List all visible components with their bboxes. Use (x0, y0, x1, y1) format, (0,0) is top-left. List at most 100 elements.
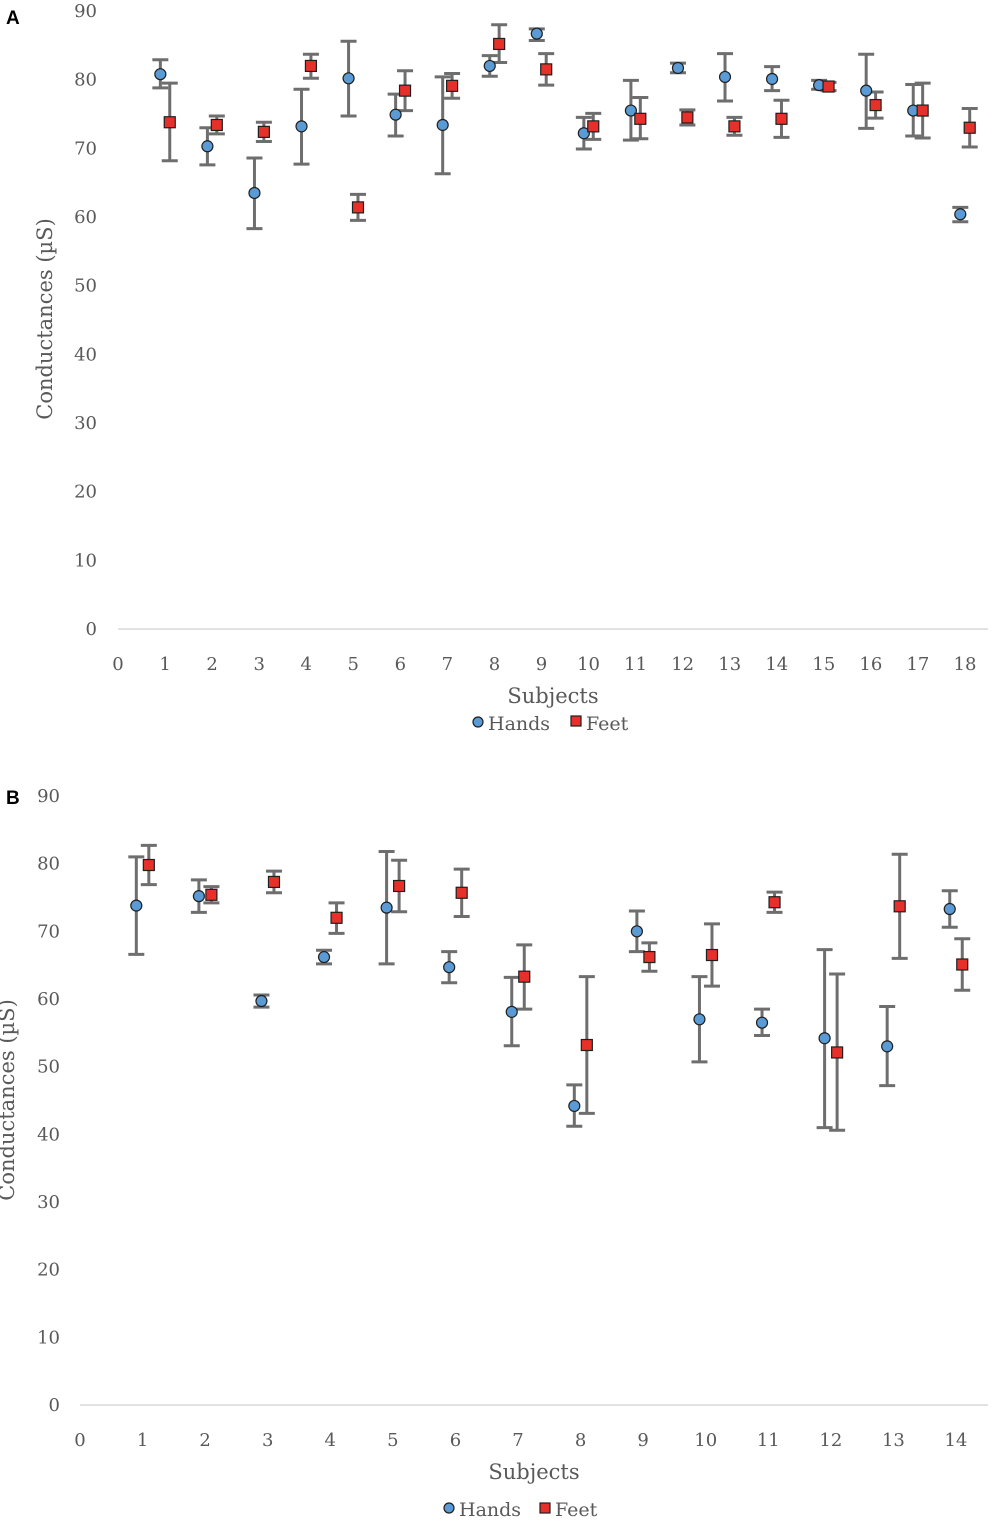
x-tick-label: 5 (348, 654, 359, 675)
x-tick-label: 4 (300, 654, 311, 675)
y-tick-label: 90 (74, 1, 97, 22)
point-hands (255, 994, 268, 1008)
y-axis-title-b: Conductances (µS) (0, 999, 19, 1201)
y-tick-labels-a: 0 10 20 30 40 50 60 70 80 90 (74, 1, 97, 640)
x-tick-label: 17 (906, 654, 929, 675)
legend-b: Hands Feet (443, 1499, 598, 1521)
point-hands (201, 140, 214, 153)
x-tick-label: 11 (757, 1430, 780, 1451)
y-tick-label: 20 (37, 1260, 60, 1281)
y-tick-label: 80 (37, 854, 60, 875)
point-hands (389, 108, 402, 121)
y-tick-label: 60 (37, 989, 60, 1010)
y-tick-labels-b: 0 10 20 30 40 50 60 70 80 90 (37, 786, 60, 1416)
point-feet (634, 112, 647, 125)
x-tick-label: 1 (159, 654, 170, 675)
point-feet (455, 886, 468, 899)
y-tick-label: 90 (37, 786, 60, 807)
point-hands (192, 890, 205, 903)
legend-label-feet-b: Feet (555, 1499, 598, 1521)
y-tick-label: 70 (74, 138, 97, 159)
legend-marker-feet-b (539, 1502, 551, 1514)
point-feet (705, 948, 719, 962)
point-hands (671, 61, 685, 75)
point-feet (163, 116, 176, 129)
x-tick-label: 18 (954, 654, 977, 675)
legend-marker-feet-a (570, 715, 582, 727)
point-feet (681, 111, 694, 124)
point-feet (330, 911, 343, 924)
point-hands (755, 1016, 769, 1029)
x-tick-label: 5 (387, 1430, 398, 1451)
series-group-b (128, 843, 971, 1132)
point-hands (436, 118, 449, 132)
point-feet (257, 125, 270, 138)
x-tick-label: 13 (718, 654, 741, 675)
point-feet (398, 84, 412, 97)
x-tick-label: 6 (395, 654, 406, 675)
point-hands (568, 1099, 581, 1113)
point-hands (342, 72, 355, 85)
y-tick-label: 30 (74, 413, 97, 434)
point-hands (154, 68, 167, 81)
point-feet (963, 121, 976, 134)
x-tick-label: 12 (819, 1430, 842, 1451)
point-feet (142, 858, 155, 872)
point-feet (205, 888, 218, 901)
x-tick-label: 14 (945, 1430, 968, 1451)
legend-marker-hands-b (443, 1502, 455, 1514)
point-feet (916, 104, 929, 117)
point-hands (248, 186, 261, 200)
point-feet (728, 120, 741, 133)
point-hands (317, 950, 331, 964)
point-hands (943, 902, 956, 916)
legend-label-feet-a: Feet (586, 713, 629, 735)
point-feet (445, 79, 459, 92)
x-tick-label: 1 (137, 1430, 148, 1451)
point-hands (624, 104, 638, 117)
point-hands (860, 84, 873, 97)
x-tick-label: 2 (206, 654, 217, 675)
point-feet (493, 37, 506, 51)
x-tick-label: 10 (694, 1430, 717, 1451)
panel-label-a: A (6, 8, 20, 29)
point-hands (577, 127, 590, 140)
point-feet (822, 80, 835, 93)
legend-marker-hands-a (472, 716, 484, 728)
x-tick-label: 9 (536, 654, 547, 675)
point-feet (831, 1046, 844, 1059)
y-tick-label: 20 (74, 482, 97, 503)
x-tick-label: 6 (450, 1430, 461, 1451)
x-tick-label: 8 (575, 1430, 586, 1451)
panel-label-b: B (6, 788, 20, 809)
point-hands (954, 208, 967, 221)
point-hands (505, 1005, 518, 1018)
y-tick-label: 70 (37, 921, 60, 942)
point-hands (295, 120, 308, 133)
point-feet (869, 98, 882, 112)
x-tick-label: 4 (325, 1430, 336, 1451)
x-tick-label: 2 (199, 1430, 210, 1451)
point-feet (304, 59, 318, 73)
point-feet (518, 970, 531, 983)
point-feet (540, 63, 553, 76)
y-tick-label: 10 (74, 550, 97, 571)
point-hands (380, 901, 393, 914)
x-tick-label: 0 (74, 1430, 85, 1451)
point-hands (818, 1032, 831, 1045)
x-tick-label: 7 (512, 1430, 523, 1451)
y-tick-label: 80 (74, 70, 97, 91)
x-tick-label: 10 (577, 654, 600, 675)
x-tick-label: 12 (671, 654, 694, 675)
y-tick-label: 10 (37, 1327, 60, 1348)
x-tick-label: 13 (882, 1430, 905, 1451)
y-tick-label: 50 (74, 276, 97, 297)
x-tick-label: 3 (262, 1430, 273, 1451)
point-hands (443, 961, 456, 974)
x-axis-title-a: Subjects (507, 684, 598, 708)
point-feet (587, 120, 600, 133)
point-feet (768, 896, 781, 909)
point-hands (530, 27, 543, 40)
